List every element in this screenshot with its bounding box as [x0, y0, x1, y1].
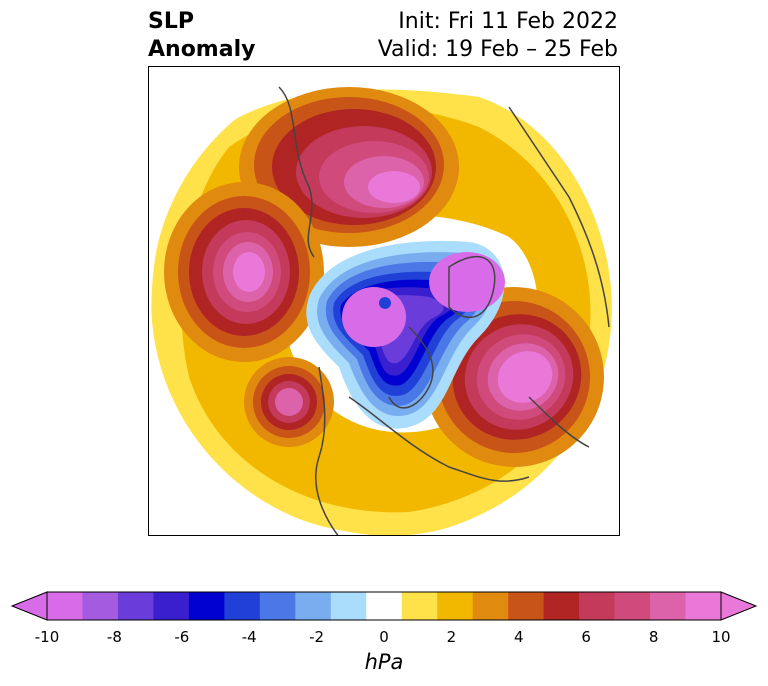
- colorbar-swatch: [437, 592, 474, 620]
- valid-range: Valid: 19 Feb – 25 Feb: [377, 37, 618, 62]
- map-title: SLP Anomaly: [148, 8, 255, 64]
- map-canvas: [151, 86, 612, 535]
- colorbar-swatch: [543, 592, 580, 620]
- colorbar-swatch: [330, 592, 367, 620]
- colorbar-max-extend: [720, 591, 758, 621]
- colorbar-swatch: [579, 592, 616, 620]
- colorbar-tick-label: 2: [446, 628, 457, 646]
- colorbar-tick-label: 8: [648, 628, 659, 646]
- anomaly-map: [148, 66, 620, 536]
- coastlines: [278, 86, 610, 535]
- colorbar-swatch: [259, 592, 296, 620]
- colorbar-swatch: [472, 592, 509, 620]
- colorbar-swatch: [508, 592, 545, 620]
- units-label: hPa: [364, 650, 404, 674]
- init-date: Init: Fri 11 Feb 2022: [398, 9, 618, 34]
- colorbar-outline: [46, 591, 722, 621]
- colorbar-tick-label: 10: [711, 628, 731, 646]
- atlantic-high: [424, 287, 604, 467]
- colorbar-swatch: [82, 592, 119, 620]
- colorbar-swatch: [47, 592, 83, 620]
- colorbar-tick-label: 0: [379, 628, 389, 646]
- colorbar-swatch: [366, 592, 403, 620]
- colorbar: [10, 591, 758, 621]
- colorbar-swatch: [614, 592, 651, 620]
- colorbar-swatch: [188, 592, 225, 620]
- colorbar-swatch: [295, 592, 332, 620]
- forecast-dates: Init: Fri 11 Feb 2022 Valid: 19 Feb – 25…: [378, 8, 618, 64]
- title-line-1: SLP: [148, 9, 194, 34]
- colorbar-swatch: [224, 592, 261, 620]
- title-line-2: Anomaly: [148, 37, 256, 62]
- colorbar-tick-label: -10: [34, 628, 60, 646]
- colorbar-swatch: [650, 592, 687, 620]
- colorbar-swatch: [401, 592, 438, 620]
- gulf-of-alaska-high: [244, 357, 334, 447]
- colorbar-swatch: [153, 592, 190, 620]
- colorbar-tick-label: -8: [106, 628, 122, 646]
- colorbar-swatch: [685, 592, 722, 620]
- colorbar-swatch: [117, 592, 154, 620]
- colorbar-tick-label: 6: [581, 628, 591, 646]
- colorbar-tick-label: -6: [174, 628, 190, 646]
- colorbar-min-extend: [10, 591, 48, 621]
- colorbar-tick-label: 4: [514, 628, 524, 646]
- colorbar-tick-label: -4: [241, 628, 257, 646]
- colorbar-tick-label: -2: [309, 628, 325, 646]
- pacific-high: [164, 182, 324, 362]
- arctic-low: [306, 240, 505, 429]
